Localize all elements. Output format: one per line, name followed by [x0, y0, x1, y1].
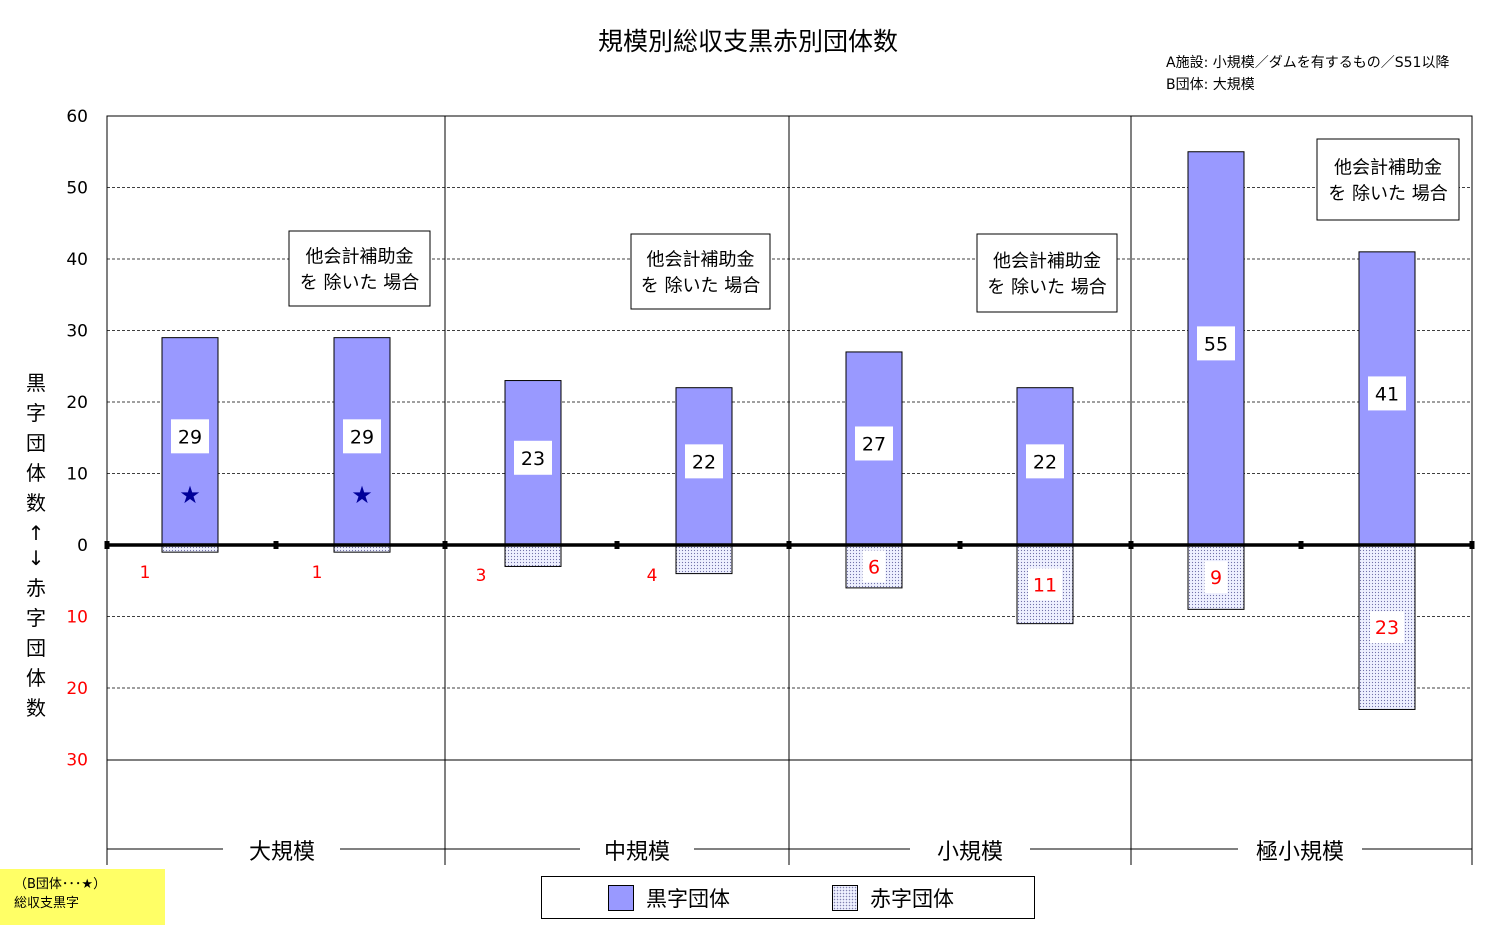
- data-label-bg: [343, 419, 381, 454]
- data-label-bg: [1026, 444, 1064, 479]
- y-axis-label-top-char: ↑: [28, 521, 45, 545]
- legend: 黒字団体 赤字団体: [541, 876, 1035, 919]
- y-axis-label-bottom-char: 団: [26, 636, 46, 660]
- y-axis-label-top-char: 黒: [26, 371, 46, 395]
- data-label-black: 27: [862, 433, 886, 455]
- annotation-line-2: を 除いた 場合: [1328, 184, 1447, 205]
- chart-subtitle-line-1: A施設: 小規模／ダムを有するもの／S51以降: [1166, 55, 1449, 71]
- axis-tick: [1469, 541, 1475, 549]
- data-label-black: 29: [350, 426, 374, 448]
- data-label-red: 11: [1033, 574, 1057, 596]
- annotation-box: [630, 233, 771, 310]
- y-axis-label-bottom-char: 字: [26, 606, 46, 630]
- data-label-bg: [171, 419, 209, 454]
- data-label-bg: [1028, 568, 1062, 601]
- data-label-red: 23: [1375, 617, 1399, 639]
- y-axis-label-bottom-char: 赤: [26, 576, 46, 600]
- data-label-bg: [1370, 611, 1404, 644]
- data-label-bg: [1204, 561, 1228, 594]
- data-label-black: 22: [1033, 451, 1057, 473]
- axis-tick: [957, 541, 963, 549]
- data-label-red: 4: [647, 566, 658, 586]
- data-label-black: 55: [1204, 333, 1228, 355]
- annotation-line-1: 他会計補助金: [647, 250, 755, 271]
- y-tick-label: 0: [77, 536, 88, 556]
- y-tick-label-negative: 20: [66, 679, 88, 699]
- data-label-bg: [514, 440, 552, 475]
- y-axis-label-top-char: 団: [26, 431, 46, 455]
- y-axis-label-top-char: 数: [26, 491, 46, 515]
- y-tick-label: 50: [66, 179, 88, 199]
- annotation-line-2: を 除いた 場合: [641, 276, 760, 297]
- data-label-red: 1: [140, 563, 151, 583]
- annotation-line-2: を 除いた 場合: [987, 277, 1106, 298]
- data-label-bg: [1368, 376, 1406, 411]
- annotation-line-1: 他会計補助金: [306, 247, 414, 268]
- bar-red: [504, 544, 562, 567]
- axis-tick: [1298, 541, 1304, 549]
- axis-tick: [786, 541, 792, 549]
- axis-tick: [1128, 541, 1134, 549]
- data-label-black: 22: [692, 451, 716, 473]
- y-axis-label-bottom-char: 体: [26, 666, 46, 690]
- legend-swatch-red: [832, 885, 858, 911]
- y-axis-label-top-char: 体: [26, 461, 46, 485]
- annotation-box: [288, 230, 431, 307]
- y-axis-label-bottom-char: 数: [26, 696, 46, 720]
- annotation-line-1: 他会計補助金: [1334, 158, 1442, 179]
- axis-tick: [104, 541, 110, 549]
- annotation-line-1: 他会計補助金: [993, 251, 1101, 272]
- star-note-line-1: （B団体･･･★）: [14, 877, 107, 892]
- data-label-black: 23: [521, 448, 545, 470]
- data-label-red: 3: [476, 566, 487, 586]
- group-label: 大規模: [249, 840, 315, 865]
- bar-red: [675, 544, 733, 575]
- data-label-red: 6: [868, 556, 880, 578]
- y-tick-label: 30: [66, 322, 88, 342]
- legend-label-black: 黒字団体: [646, 887, 730, 911]
- star-note-box: （B団体･･･★） 総収支黒字: [0, 869, 165, 925]
- data-label-bg: [862, 550, 886, 583]
- y-tick-label: 60: [66, 107, 88, 127]
- annotation-box: [1316, 138, 1460, 221]
- group-label: 小規模: [937, 840, 1003, 865]
- legend-item-black: 黒字団体: [608, 884, 730, 912]
- axis-tick: [614, 541, 620, 549]
- y-tick-label-negative: 10: [66, 608, 88, 628]
- legend-label-red: 赤字団体: [870, 887, 954, 911]
- data-label-black: 41: [1375, 383, 1399, 405]
- data-label-bg: [685, 444, 723, 479]
- y-tick-label: 10: [66, 465, 88, 485]
- chart-subtitle-line-2: B団体: 大規模: [1166, 77, 1255, 93]
- data-label-black: 29: [178, 426, 202, 448]
- group-label: 中規模: [604, 840, 670, 865]
- chart-title: 規模別総収支黒赤別団体数: [598, 27, 898, 56]
- data-label-bg: [855, 426, 893, 461]
- annotation-box: [976, 233, 1118, 313]
- star-note-line-2: 総収支黒字: [14, 896, 80, 911]
- y-axis-label-top-char: 字: [26, 401, 46, 425]
- legend-item-red: 赤字団体: [832, 884, 954, 912]
- y-tick-label: 40: [66, 250, 88, 270]
- legend-swatch-black: [608, 885, 634, 911]
- y-tick-label: 20: [66, 393, 88, 413]
- data-label-red: 1: [312, 563, 323, 583]
- axis-tick: [442, 541, 448, 549]
- group-label: 極小規模: [1256, 840, 1344, 865]
- annotation-line-2: を 除いた 場合: [300, 273, 419, 294]
- y-axis-label-bottom-char: ↓: [28, 546, 45, 570]
- star-icon: ★: [351, 481, 373, 509]
- y-tick-label-negative: 30: [66, 751, 88, 771]
- axis-tick: [273, 541, 279, 549]
- data-label-red: 9: [1210, 567, 1222, 589]
- data-label-bg: [1197, 326, 1235, 361]
- star-icon: ★: [179, 481, 201, 509]
